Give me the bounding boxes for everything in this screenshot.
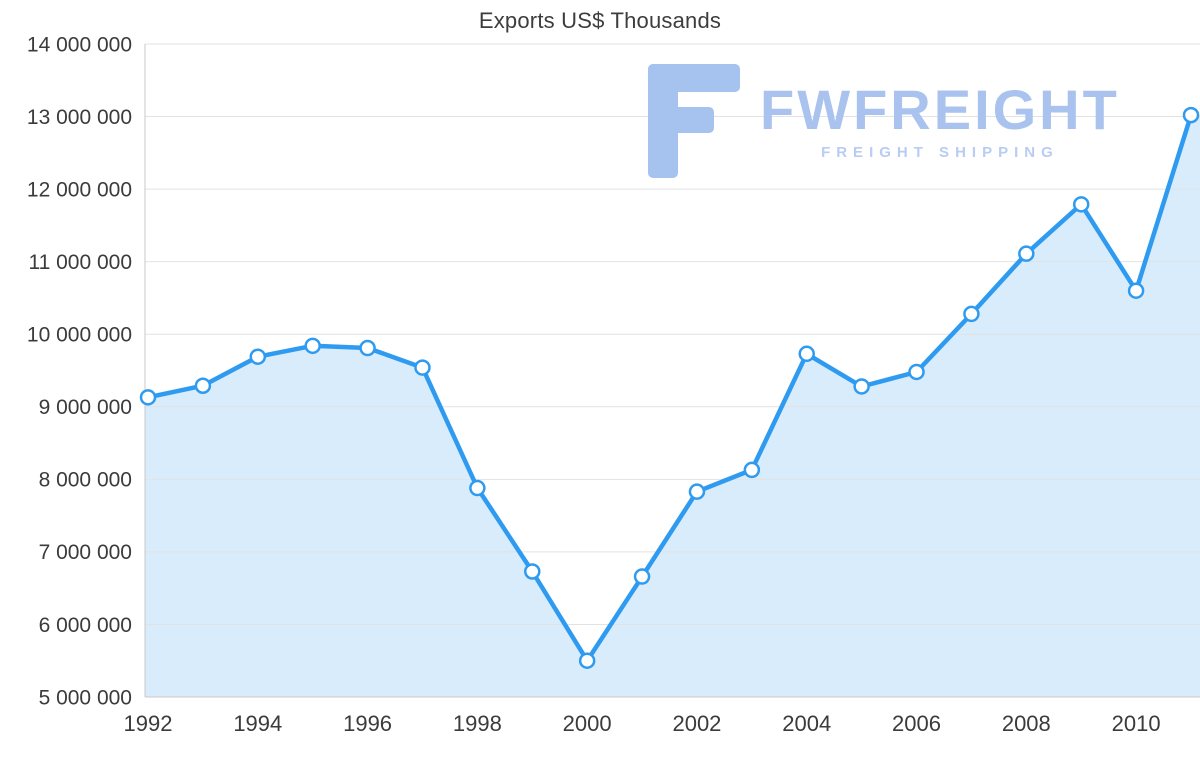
x-tick-label: 2000 <box>563 711 612 736</box>
y-tick-label: 9 000 000 <box>39 396 132 419</box>
data-point[interactable] <box>1127 282 1145 299</box>
data-point[interactable] <box>798 345 815 363</box>
data-point[interactable] <box>1018 245 1035 262</box>
data-point[interactable] <box>743 461 761 479</box>
y-tick-label: 5 000 000 <box>39 686 132 709</box>
data-point[interactable] <box>688 483 706 500</box>
x-tick-label: 2002 <box>672 711 721 736</box>
x-tick-label: 1992 <box>124 711 173 736</box>
data-point[interactable] <box>469 479 486 497</box>
x-tick-label: 2004 <box>782 711 831 736</box>
x-tick-label: 1994 <box>233 711 282 736</box>
data-point[interactable] <box>304 337 321 355</box>
x-tick-label: 2008 <box>1002 711 1051 736</box>
area-fill <box>145 115 1200 698</box>
data-point[interactable] <box>908 363 925 381</box>
gridlines <box>144 43 1200 698</box>
y-tick-label: 8 000 000 <box>39 469 132 492</box>
x-axis-labels: 1992 1994 1996 1998 2000 2002 2004 2006 2008 2010 <box>124 711 1161 736</box>
y-tick-label: 6 000 000 <box>39 614 132 637</box>
y-axis-labels: 5 000 000 6 000 000 7 000 000 8 000 000 9 00… <box>27 33 132 709</box>
y-tick-label: 7 000 000 <box>39 541 132 564</box>
data-point[interactable] <box>414 359 431 376</box>
chart-title: Exports US$ Thousands <box>478 8 722 33</box>
data-point[interactable] <box>139 389 157 406</box>
x-tick-label: 2006 <box>892 711 941 736</box>
data-point[interactable] <box>853 378 870 395</box>
data-point[interactable] <box>963 305 980 323</box>
y-tick-label: 14 000 000 <box>27 33 132 56</box>
data-points <box>139 106 1200 669</box>
y-tick-label: 10 000 000 <box>27 324 132 347</box>
x-tick-label: 1996 <box>343 711 392 736</box>
y-tick-label: 13 000 000 <box>27 106 132 129</box>
data-point[interactable] <box>578 652 596 669</box>
data-point[interactable] <box>633 568 651 585</box>
data-point[interactable] <box>1072 196 1090 213</box>
x-tick-label: 2010 <box>1112 711 1161 736</box>
data-point[interactable] <box>1182 106 1200 124</box>
data-line <box>145 112 1194 663</box>
y-tick-label: 12 000 000 <box>27 178 132 201</box>
x-tick-label: 1998 <box>453 711 502 736</box>
data-point[interactable] <box>249 348 267 365</box>
y-tick-label: 11 000 000 <box>28 251 132 274</box>
data-point[interactable] <box>194 377 212 394</box>
data-point[interactable] <box>359 339 376 357</box>
data-point[interactable] <box>524 563 541 580</box>
